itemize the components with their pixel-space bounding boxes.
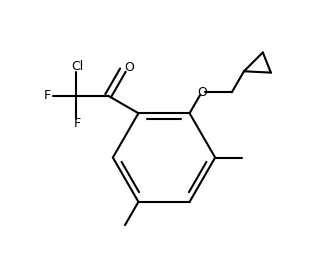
Text: O: O bbox=[197, 86, 207, 99]
Text: Cl: Cl bbox=[71, 60, 83, 73]
Text: F: F bbox=[73, 117, 81, 130]
Text: F: F bbox=[44, 89, 51, 102]
Text: O: O bbox=[125, 61, 134, 75]
